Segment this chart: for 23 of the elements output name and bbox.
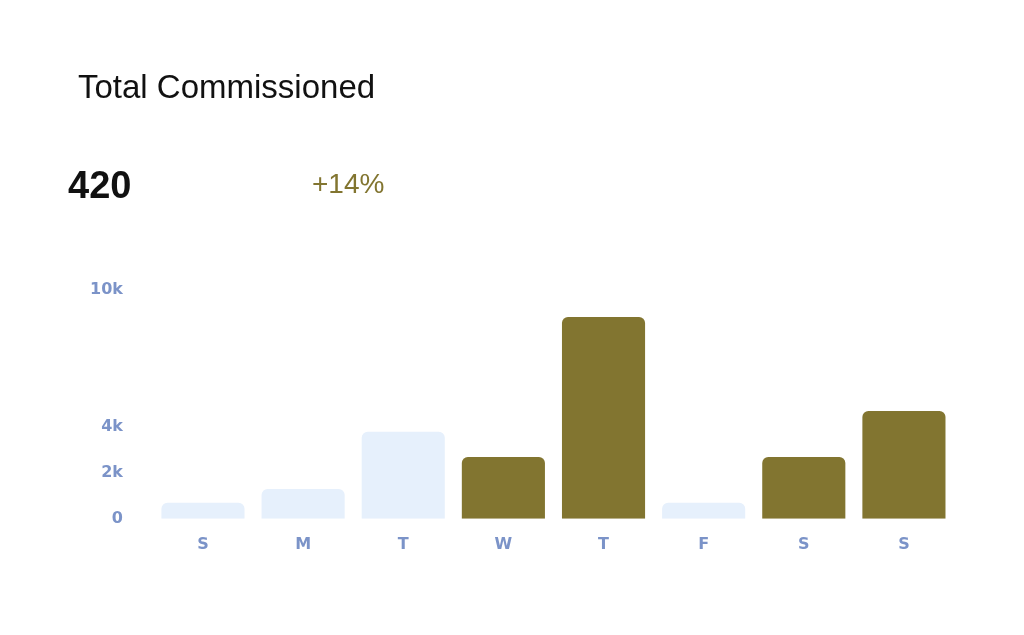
- bar: [261, 489, 345, 519]
- bar: [662, 502, 746, 519]
- chart-title: Total Commissioned: [78, 68, 376, 106]
- x-tick-label: S: [798, 533, 810, 553]
- bar: [361, 431, 445, 519]
- x-tick-label: T: [598, 533, 610, 553]
- chart-subtitle: 420: [68, 164, 132, 207]
- x-tick-label: F: [698, 533, 710, 553]
- x-tick-label: M: [295, 533, 312, 553]
- y-tick-label: 2k: [101, 462, 124, 482]
- x-tick-label: T: [397, 533, 409, 553]
- y-tick-label: 10k: [90, 278, 124, 298]
- bar: [161, 502, 245, 519]
- text: +14%: [312, 168, 385, 200]
- x-tick-label: S: [197, 533, 209, 553]
- y-tick-label: 4k: [101, 416, 124, 436]
- y-tick-label: 0: [111, 507, 123, 527]
- x-tick-label: W: [494, 533, 513, 553]
- bar: [461, 456, 545, 519]
- bar: [561, 317, 646, 519]
- bar: [762, 456, 846, 519]
- x-tick-label: S: [898, 533, 910, 553]
- bar: [862, 411, 946, 519]
